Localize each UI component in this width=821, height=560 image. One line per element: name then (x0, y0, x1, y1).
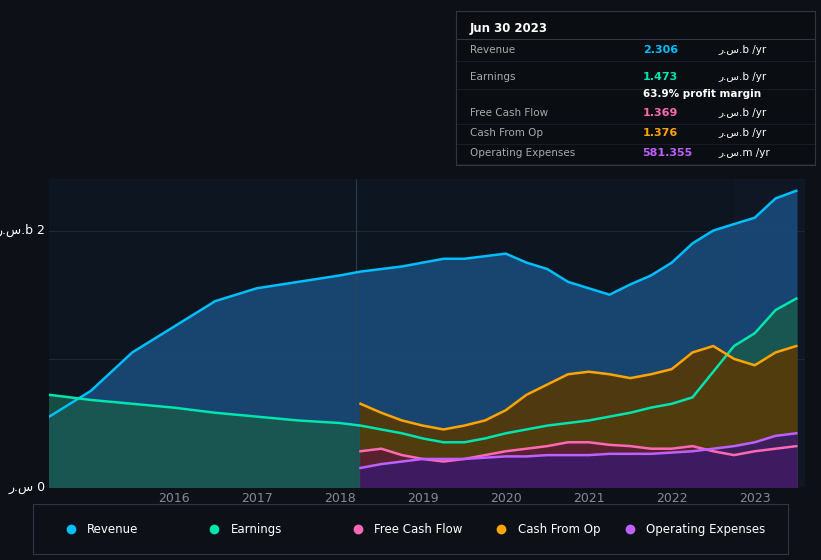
Text: ر.س 0: ر.س 0 (8, 480, 45, 494)
Text: Cash From Op: Cash From Op (518, 522, 600, 536)
Text: 2.306: 2.306 (643, 45, 678, 55)
Bar (734, 179, 805, 487)
Text: 1.376: 1.376 (643, 128, 678, 138)
Text: Operating Expenses: Operating Expenses (646, 522, 765, 536)
Text: 63.9% profit margin: 63.9% profit margin (643, 90, 761, 99)
Text: 1.473: 1.473 (643, 72, 678, 82)
Text: Earnings: Earnings (470, 72, 516, 82)
Text: ر.س.b /yr: ر.س.b /yr (718, 108, 767, 118)
Text: ر.س.b 2: ر.س.b 2 (0, 224, 45, 237)
Text: Free Cash Flow: Free Cash Flow (470, 108, 548, 118)
Text: ر.س.m /yr: ر.س.m /yr (718, 148, 770, 158)
Text: Free Cash Flow: Free Cash Flow (374, 522, 462, 536)
Text: Cash From Op: Cash From Op (470, 128, 543, 138)
Text: Earnings: Earnings (231, 522, 282, 536)
Text: Revenue: Revenue (470, 45, 515, 55)
Text: Operating Expenses: Operating Expenses (470, 148, 576, 158)
Text: Jun 30 2023: Jun 30 2023 (470, 22, 548, 35)
Text: ر.س.b /yr: ر.س.b /yr (718, 128, 767, 138)
Text: Revenue: Revenue (87, 522, 139, 536)
Text: ر.س.b /yr: ر.س.b /yr (718, 72, 767, 82)
Text: ر.س.b /yr: ر.س.b /yr (718, 45, 767, 55)
Text: 581.355: 581.355 (643, 148, 693, 158)
Text: 1.369: 1.369 (643, 108, 678, 118)
